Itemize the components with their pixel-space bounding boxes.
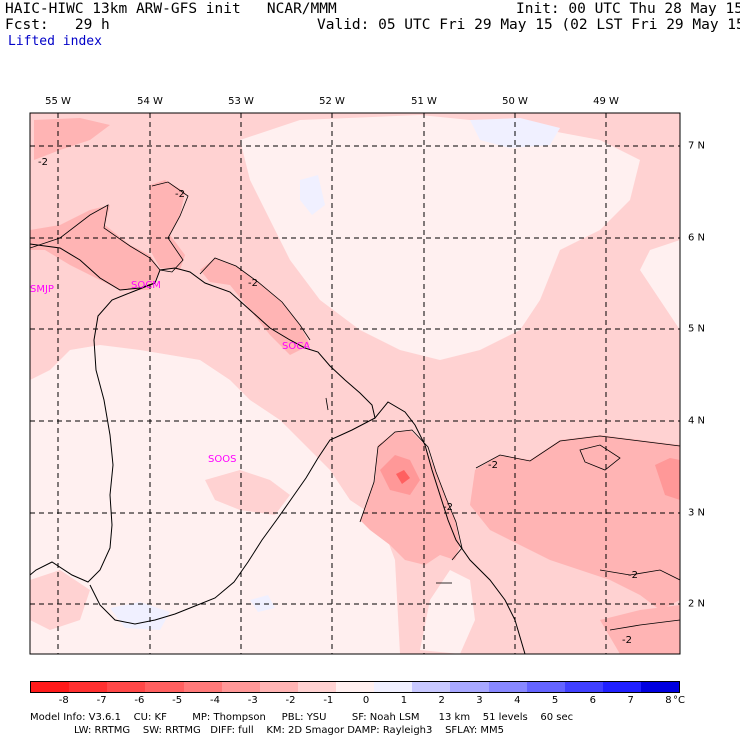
model-info-line2: LW: RRTMG SW: RRTMG DIFF: full KM: 2D Sm… [74, 725, 504, 736]
colorbar-tick-label: 1 [400, 695, 408, 706]
colorbar-swatch [183, 682, 222, 692]
colorbar-swatch [145, 682, 184, 692]
colorbar-swatch [31, 682, 70, 692]
shading-medium [34, 118, 110, 160]
colorbar-tick-label: -5 [172, 695, 183, 706]
contour-label: -2 [628, 570, 638, 581]
station-label: SOCM [131, 280, 161, 291]
shading-medium [360, 430, 460, 565]
colorbar-swatch [107, 682, 146, 692]
shading-light [205, 470, 290, 515]
contour-label: -2 [488, 460, 498, 471]
shading-medium [200, 258, 310, 355]
lat-lon-grid [30, 113, 680, 654]
colorbar-swatch [564, 682, 603, 692]
init-time: Init: 00 UTC Thu 28 May 15 [516, 1, 740, 17]
station-label: SOCA [282, 341, 310, 352]
colorbar-tick-label: -3 [247, 695, 258, 706]
shading-medium [600, 605, 680, 654]
shading-medium [30, 205, 160, 290]
lon-label: 49 W [593, 96, 619, 107]
shading-blue [250, 595, 275, 612]
shading-background [35, 380, 140, 570]
lon-label: 54 W [137, 96, 163, 107]
colorbar-tick-label: -4 [209, 695, 220, 706]
lat-label: 2 N [688, 598, 706, 610]
lon-label: 53 W [228, 96, 254, 107]
lat-label: 3 N [688, 507, 706, 519]
colorbar-unit: °C [673, 695, 685, 706]
lon-label: 55 W [45, 96, 71, 107]
map-frame [29, 112, 681, 655]
colorbar-tick-label: 5 [551, 695, 559, 706]
colorbar-swatch [221, 682, 260, 692]
shading-blue [110, 602, 170, 630]
lat-label: 6 N [688, 232, 706, 244]
model-info-line1: Model Info: V3.6.1 CU: KF MP: Thompson P… [30, 712, 574, 723]
field-name: Lifted index [8, 34, 102, 49]
shading-medium [470, 435, 680, 610]
shading-darkest [396, 470, 410, 484]
lon-label: 51 W [411, 96, 437, 107]
contour-label: -2 [248, 278, 258, 289]
colorbar-tick-label: 6 [589, 695, 597, 706]
colorbar-swatch [526, 682, 565, 692]
contour-label: -2 [443, 502, 453, 513]
shading-blue [300, 175, 325, 215]
station-label: SMJP [30, 284, 54, 295]
forecast-hour: Fcst: 29 h [5, 17, 110, 33]
colorbar-tick-label: -2 [285, 695, 296, 706]
valid-time: Valid: 05 UTC Fri 29 May 15 (02 LST Fri … [317, 17, 740, 33]
colorbar-swatch [412, 682, 451, 692]
lat-label: 4 N [688, 415, 706, 427]
colorbar-swatch [69, 682, 108, 692]
colorbar-swatch [259, 682, 298, 692]
colorbar-tick-label: -7 [96, 695, 107, 706]
colorbar-tick-label: 7 [627, 695, 634, 706]
model-title: HAIC-HIWC 13km ARW-GFS init NCAR/MMM [5, 1, 337, 17]
shading-dark [655, 458, 680, 500]
colorbar-tick-label: 0 [362, 695, 370, 706]
shading-medium [150, 180, 185, 270]
colorbar-swatch [641, 682, 680, 692]
colorbar [30, 681, 680, 693]
colorbar-swatch [602, 682, 641, 692]
colorbar-tick-label: 4 [514, 695, 521, 706]
colorbar-swatch [336, 682, 375, 692]
station-label: SOOS [208, 454, 236, 465]
contour-label: -2 [622, 635, 632, 646]
colorbar-swatch [488, 682, 527, 692]
shading-light [30, 570, 90, 630]
lat-label: 5 N [688, 323, 706, 335]
colorbar-swatch [450, 682, 489, 692]
colorbar-tick-label: 3 [476, 695, 483, 706]
colorbar-tick-label: 8 [665, 695, 672, 706]
colorbar-swatch [374, 682, 413, 692]
contour-label: -2 [175, 189, 185, 200]
lat-label: 7 N [688, 140, 706, 152]
lon-label: 52 W [319, 96, 345, 107]
colorbar-tick-label: 2 [438, 695, 445, 706]
colorbar-tick-label: -8 [58, 695, 69, 706]
colorbar-swatch [297, 682, 336, 692]
colorbar-tick-label: -1 [323, 695, 334, 706]
colorbar-tick-label: -6 [134, 695, 145, 706]
shading-background [420, 570, 475, 654]
lon-label: 50 W [502, 96, 528, 107]
contour-label: -2 [38, 157, 48, 168]
